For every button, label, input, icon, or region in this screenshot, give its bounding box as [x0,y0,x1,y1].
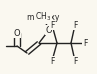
Text: methoxy: methoxy [26,13,60,22]
Text: F: F [50,20,54,30]
Text: O: O [14,28,20,38]
Text: F: F [73,57,77,65]
Text: F: F [83,38,87,48]
Text: O: O [46,26,52,34]
Text: F: F [73,20,77,30]
Text: CH$_3$: CH$_3$ [35,11,51,23]
Text: methoxy: methoxy [40,16,46,18]
Text: F: F [50,57,54,65]
